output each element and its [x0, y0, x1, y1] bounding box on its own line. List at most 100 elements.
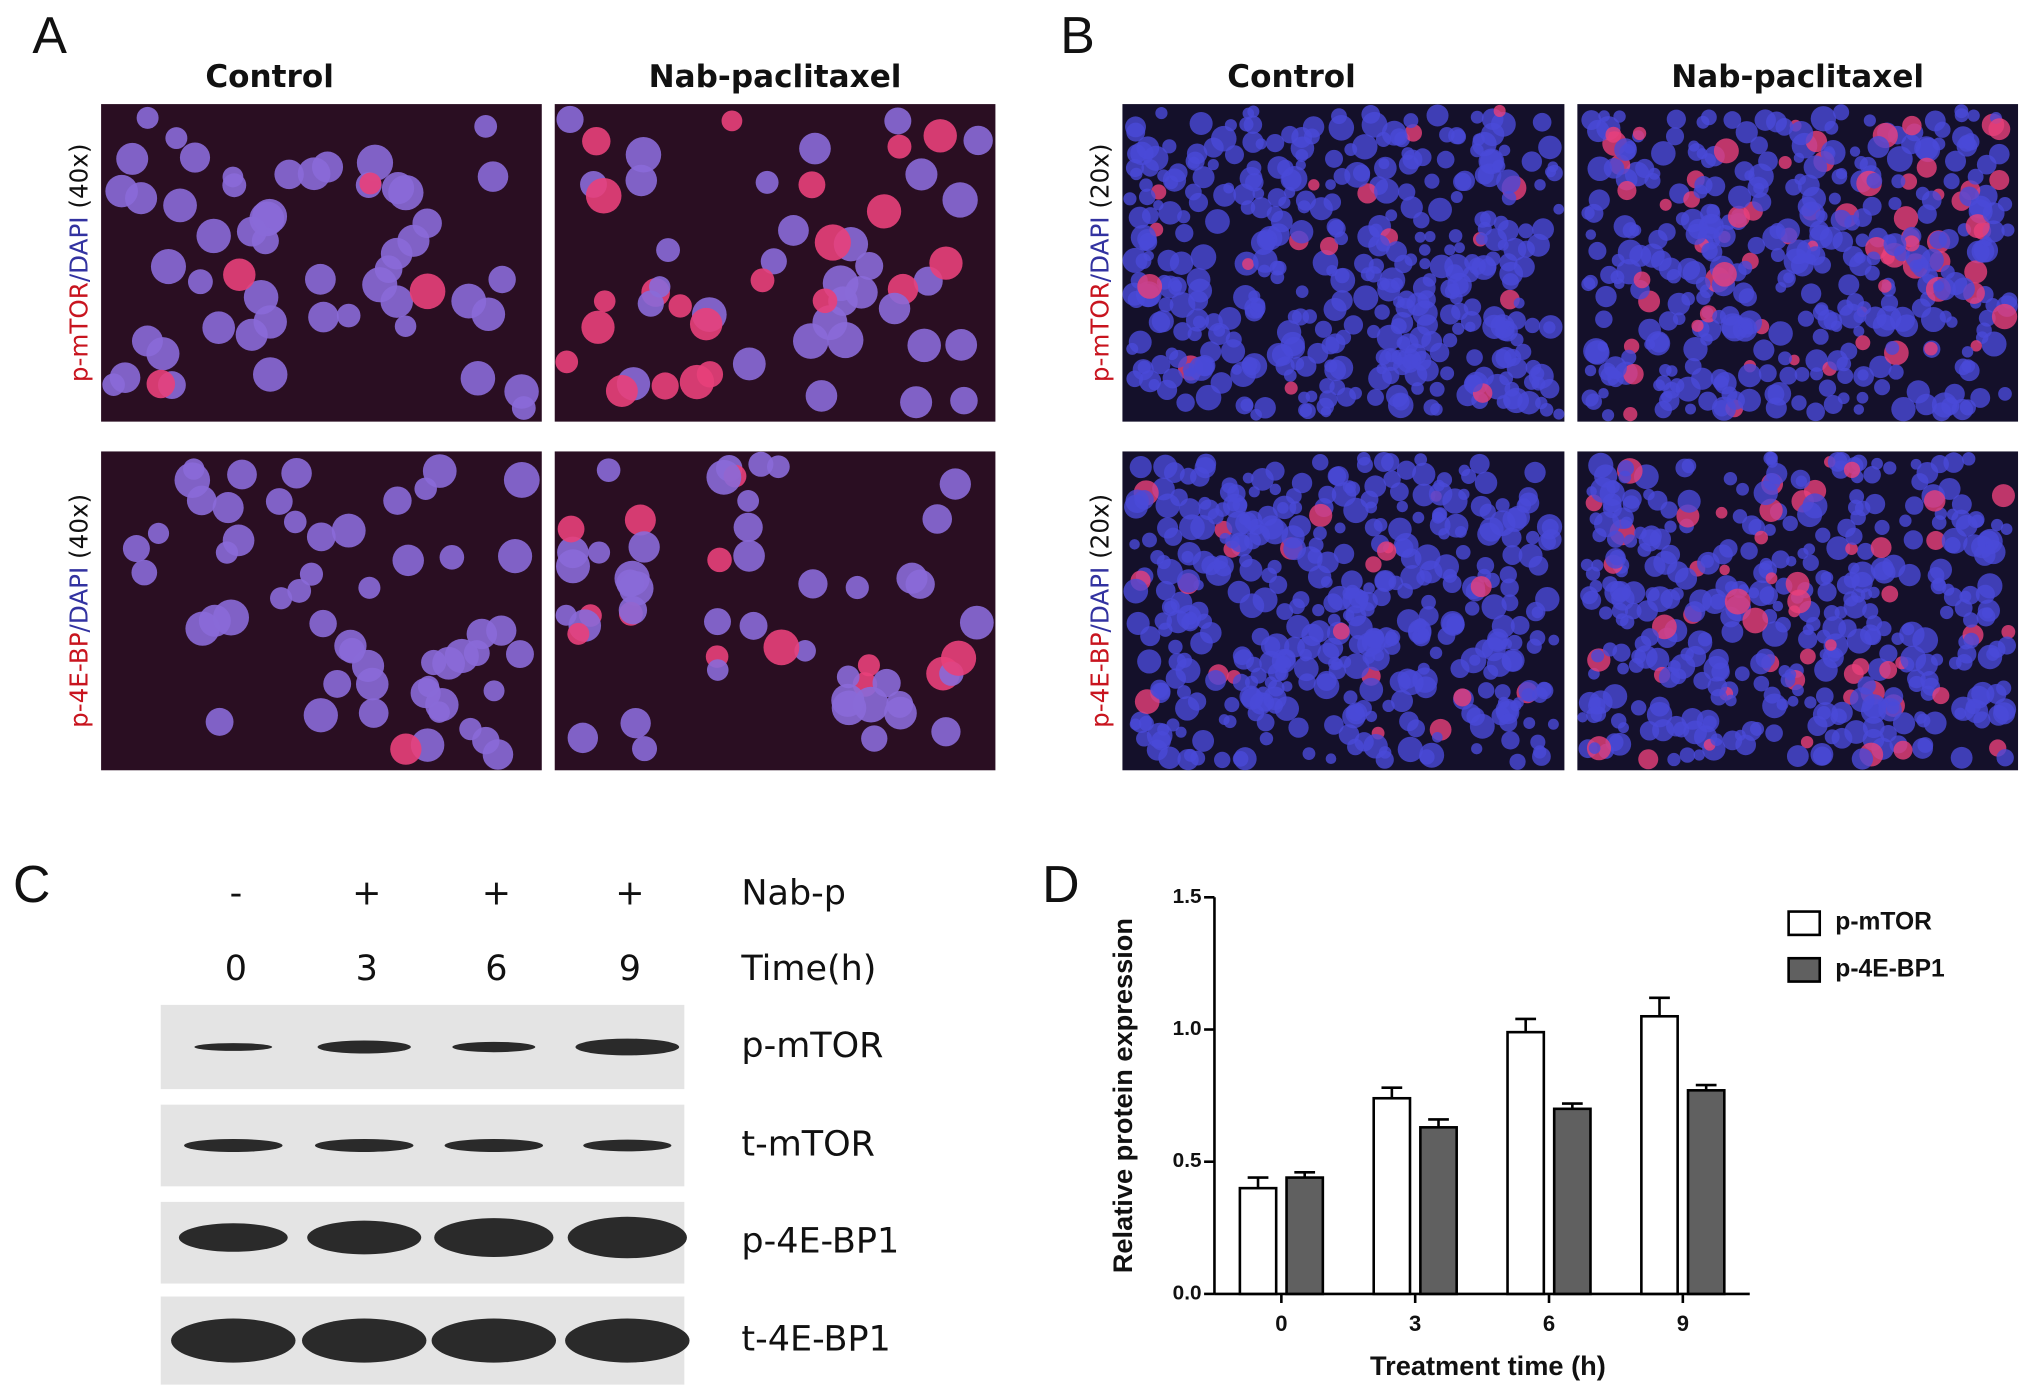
counterstain: /DAPI — [1086, 567, 1115, 633]
cell — [1827, 350, 1848, 371]
band — [583, 1139, 672, 1152]
cell — [651, 372, 679, 400]
cell — [799, 132, 831, 165]
cell — [1961, 346, 1974, 358]
cell — [1412, 462, 1436, 486]
cell — [618, 595, 648, 625]
cell — [1862, 603, 1879, 620]
cell — [1816, 705, 1831, 720]
cell — [1535, 586, 1560, 612]
cell — [1882, 554, 1906, 578]
cell — [1345, 605, 1367, 627]
cell — [1871, 457, 1883, 470]
cell — [394, 315, 417, 338]
cell — [1243, 115, 1263, 135]
cell — [336, 303, 361, 328]
cell — [845, 275, 878, 309]
cell — [1819, 226, 1843, 250]
cell — [857, 654, 880, 677]
cell — [1734, 729, 1746, 741]
cell — [1510, 333, 1524, 347]
cell — [1165, 347, 1179, 361]
cell — [656, 238, 681, 262]
cell — [1943, 452, 1964, 473]
cell — [1588, 742, 1601, 754]
cell — [1400, 196, 1423, 219]
cell — [1837, 367, 1854, 384]
cell — [308, 301, 339, 333]
cell — [1232, 646, 1252, 666]
cell — [1391, 690, 1414, 713]
cell — [1481, 594, 1507, 620]
cell — [1143, 145, 1169, 171]
cell — [567, 622, 590, 645]
cell — [1818, 379, 1837, 397]
cell — [105, 174, 138, 208]
blot-label: t-4E-BP1 — [741, 1320, 890, 1360]
cell — [1802, 493, 1828, 519]
cell — [1856, 542, 1875, 560]
cell — [939, 468, 971, 500]
cell — [959, 605, 994, 640]
cell — [187, 269, 213, 295]
cell — [1680, 208, 1705, 233]
cell — [616, 569, 644, 598]
cell — [1742, 607, 1769, 634]
cell — [1970, 387, 1991, 408]
cell — [1797, 547, 1809, 559]
cell — [931, 717, 961, 747]
cell — [146, 369, 176, 399]
cell — [1843, 461, 1861, 478]
cell — [1908, 675, 1925, 693]
cell — [1963, 534, 1986, 557]
x-tick-label: 9 — [1677, 1311, 1689, 1336]
cell — [1710, 369, 1730, 388]
cell — [1959, 186, 1980, 207]
blot-label: p-4E-BP1 — [741, 1222, 899, 1262]
cell — [1250, 297, 1266, 313]
cell — [1422, 273, 1437, 287]
cell — [1471, 743, 1483, 755]
cell — [1785, 571, 1810, 596]
cell — [1176, 569, 1201, 593]
treatment-label: Nab-p — [741, 874, 846, 914]
cell — [1800, 735, 1814, 749]
cell — [1967, 168, 1984, 185]
cell — [836, 665, 860, 689]
cell — [929, 246, 963, 280]
cell — [1967, 109, 1980, 122]
cell — [1888, 364, 1904, 380]
cell — [1621, 349, 1637, 365]
cell — [581, 310, 615, 344]
cell — [1660, 588, 1681, 609]
cell — [1412, 511, 1425, 524]
cell — [1532, 218, 1554, 241]
cell — [1758, 364, 1777, 383]
cell — [1466, 707, 1485, 726]
legend-label: p-mTOR — [1835, 909, 1932, 936]
cell — [1192, 729, 1215, 752]
cell — [861, 725, 888, 752]
row-label: p-mTOR/DAPI (20x) — [1086, 144, 1115, 383]
cell — [1845, 527, 1863, 545]
cell — [1464, 601, 1480, 616]
cell — [1664, 520, 1677, 533]
cell — [1924, 341, 1938, 356]
cell — [390, 733, 422, 765]
cell — [1702, 588, 1728, 614]
cell — [1260, 636, 1281, 656]
cell — [1938, 477, 1961, 500]
cell — [1499, 566, 1517, 584]
cell — [503, 462, 540, 498]
cell — [1463, 298, 1482, 316]
cell — [624, 504, 656, 536]
cell — [1820, 571, 1834, 585]
cell — [1977, 599, 2001, 622]
cell — [1588, 241, 1607, 260]
band — [444, 1139, 544, 1152]
y-tick-label: 0.5 — [1173, 1149, 1202, 1172]
cell — [1978, 309, 1996, 327]
cell — [1214, 751, 1231, 769]
cell — [1314, 320, 1333, 338]
cell — [236, 216, 267, 247]
